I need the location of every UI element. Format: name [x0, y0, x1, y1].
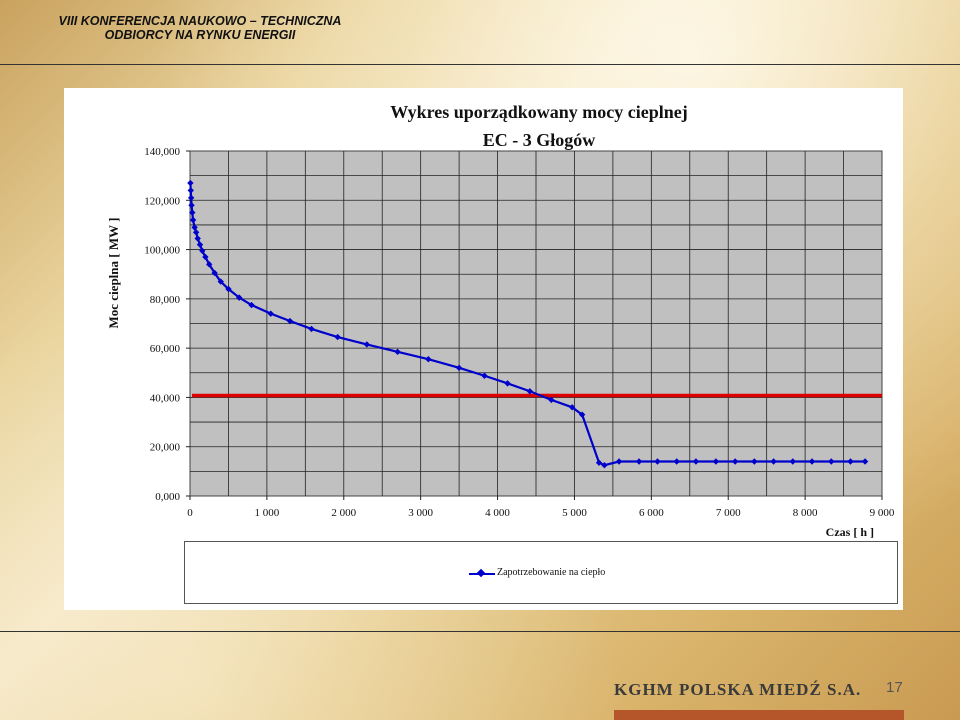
y-tick-label: 60,000	[150, 343, 181, 355]
data-point	[455, 364, 463, 372]
data-point	[192, 229, 200, 236]
data-point	[615, 458, 623, 465]
x-tick-label: 1 000	[255, 507, 280, 519]
conference-header: VIII KONFERENCJA NAUKOWO – TECHNICZNA OD…	[0, 14, 400, 42]
x-tick-label: 9 000	[870, 507, 895, 519]
bottom-divider	[0, 631, 960, 632]
chart-subtitle: EC - 3 Głogów	[483, 130, 596, 150]
data-point	[286, 317, 294, 325]
header-line-2: ODBIORCY NA RYNKU ENERGII	[104, 28, 296, 42]
data-point	[189, 209, 196, 216]
data-point	[770, 458, 777, 465]
y-tick-label: 20,000	[150, 442, 181, 454]
data-point	[789, 458, 797, 465]
data-point	[654, 458, 661, 465]
legend-series-marker	[469, 573, 495, 575]
page-number: 17	[886, 679, 903, 696]
header-line-1: VIII KONFERENCJA NAUKOWO – TECHNICZNA	[58, 14, 342, 28]
x-tick-label: 7 000	[716, 507, 741, 519]
data-point	[481, 372, 488, 379]
data-point	[828, 458, 835, 465]
data-point	[236, 294, 243, 301]
data-point	[635, 458, 643, 465]
footer-accent-bar	[614, 710, 904, 720]
data-point	[188, 202, 195, 209]
data-point	[308, 325, 315, 333]
data-point	[808, 458, 816, 465]
top-divider	[0, 64, 960, 65]
data-point	[194, 235, 201, 242]
data-point	[673, 458, 680, 465]
data-point	[861, 458, 869, 465]
data-point	[202, 253, 209, 261]
data-point	[578, 411, 586, 418]
data-point	[692, 458, 700, 465]
data-point	[187, 187, 194, 194]
data-point	[394, 348, 401, 356]
data-point	[595, 459, 603, 466]
company-logo-text: KGHM POLSKA MIEDŹ S.A.	[614, 680, 862, 699]
x-tick-label: 4 000	[485, 507, 510, 519]
data-point	[187, 194, 195, 202]
chart-panel: Wykres uporządkowany mocy cieplnej EC - …	[64, 88, 903, 610]
legend-series-label: Zapotrzebowanie na ciepło	[497, 567, 606, 578]
y-tick-label: 140,000	[144, 146, 180, 158]
data-point	[425, 356, 432, 363]
data-point	[189, 216, 197, 224]
y-axis-label: Moc cieplna [ MW ]	[106, 218, 121, 329]
x-tick-label: 8 000	[793, 507, 818, 519]
data-point	[731, 458, 739, 465]
y-tick-label: 0,000	[155, 491, 180, 503]
data-point	[526, 388, 534, 395]
y-tick-label: 120,000	[144, 195, 180, 207]
data-point	[334, 333, 341, 341]
data-point	[601, 461, 608, 469]
x-tick-label: 6 000	[639, 507, 664, 519]
data-point	[847, 458, 854, 465]
data-point	[211, 269, 218, 277]
chart-title: Wykres uporządkowany mocy cieplnej	[390, 102, 688, 122]
data-point	[191, 224, 198, 231]
data-point	[712, 458, 720, 465]
y-tick-label: 100,000	[144, 245, 180, 257]
data-point	[504, 380, 511, 387]
data-point	[225, 285, 232, 293]
data-point	[363, 341, 371, 348]
data-point	[199, 247, 206, 255]
x-axis-label: Czas [ h ]	[826, 525, 874, 539]
y-tick-label: 80,000	[150, 294, 181, 306]
x-tick-label: 3 000	[408, 507, 433, 519]
heat-demand-chart: Wykres uporządkowany mocy cieplnej EC - …	[106, 102, 895, 539]
x-tick-label: 5 000	[562, 507, 587, 519]
chart-legend: Zapotrzebowanie na ciepło	[184, 541, 898, 604]
x-tick-label: 2 000	[331, 507, 356, 519]
data-point	[196, 241, 204, 248]
data-point	[751, 458, 758, 465]
data-point	[187, 179, 194, 187]
y-tick-label: 40,000	[150, 392, 181, 404]
data-point	[548, 396, 555, 404]
x-tick-label: 0	[187, 507, 193, 519]
